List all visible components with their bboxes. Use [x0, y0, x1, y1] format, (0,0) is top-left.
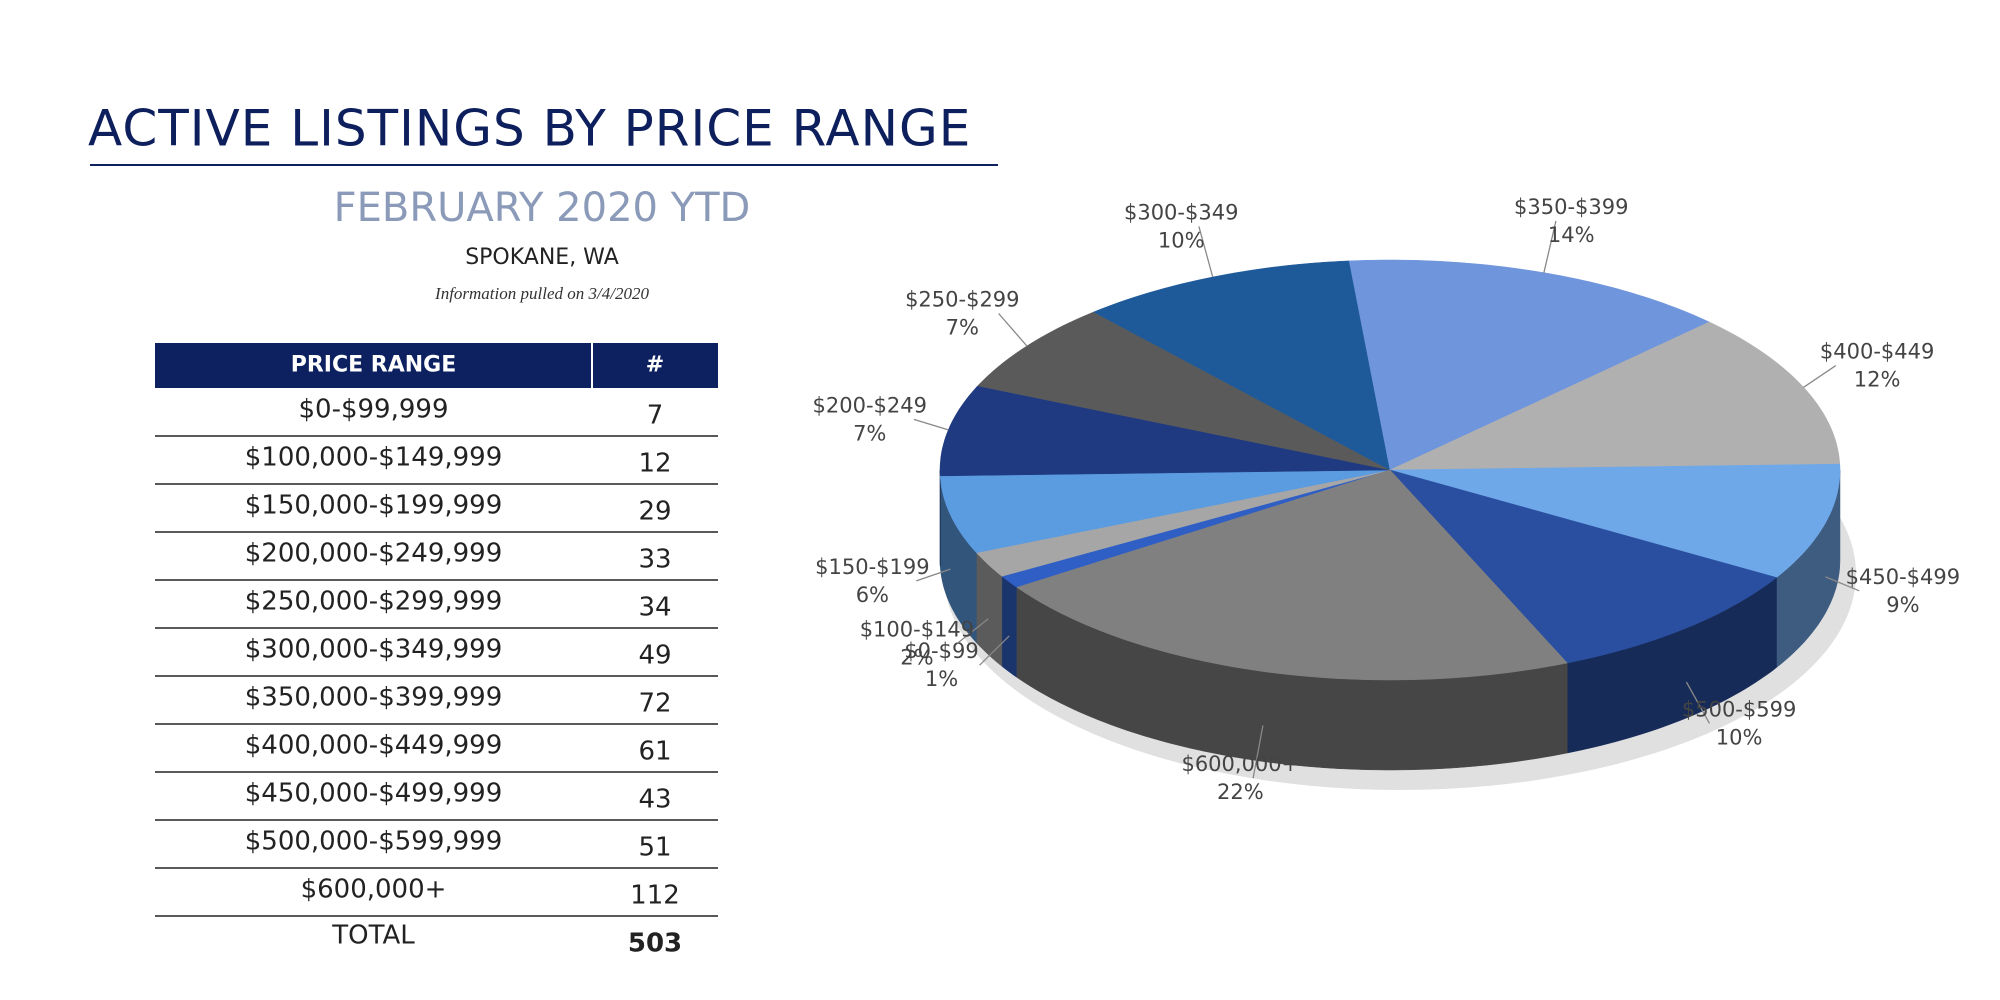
price-range: $350,000-$399,999 — [245, 683, 503, 713]
pie-slice — [975, 469, 1391, 577]
table: PRICE RANGE # $0-$99,999 7 $100,000-$149,999… — [155, 343, 718, 959]
price-range: $400,000-$449,999 — [245, 731, 503, 761]
pie-slice — [1389, 469, 1778, 664]
slice-percent: 2% — [900, 645, 933, 669]
count: 43 — [638, 785, 671, 815]
total-count: 503 — [628, 929, 682, 959]
slice-label: $100-$149 — [860, 617, 974, 641]
count: 61 — [638, 737, 671, 767]
count: 49 — [638, 641, 671, 671]
slice-label: $400-$449 — [1820, 340, 1934, 364]
leader-line — [1803, 365, 1837, 388]
price-range: $0-$99,999 — [299, 395, 449, 425]
leader-line — [916, 568, 951, 582]
slice-label: $500-$599 — [1682, 697, 1796, 721]
price-range: $150,000-$199,999 — [245, 491, 503, 521]
leader-line — [1198, 226, 1214, 278]
slice-label: $350-$399 — [1514, 195, 1628, 219]
price-range: $500,000-$599,999 — [245, 827, 503, 857]
slice-label: $300-$349 — [1124, 200, 1238, 224]
total-label: TOTAL — [331, 921, 415, 951]
leader-line — [1252, 725, 1264, 779]
location: SPOKANE, WA — [465, 245, 619, 270]
table-header-bg — [155, 343, 718, 388]
column-header: PRICE RANGE — [291, 353, 457, 378]
slice-label: $200-$249 — [813, 393, 927, 417]
leader-line — [956, 618, 989, 645]
count: 51 — [638, 833, 671, 863]
count: 34 — [638, 593, 671, 623]
slice-percent: 7% — [946, 315, 979, 339]
slice-percent: 14% — [1548, 223, 1595, 247]
leader-line — [1543, 220, 1557, 273]
pie-slice-side — [1001, 575, 1018, 678]
slice-label: $0-$99 — [904, 639, 978, 663]
count: 72 — [638, 689, 671, 719]
count: 29 — [638, 497, 671, 527]
slice-label: $150-$199 — [815, 555, 929, 579]
leader-line — [913, 418, 949, 431]
count: 112 — [630, 881, 680, 911]
slice-percent: 10% — [1158, 228, 1205, 252]
price-range: $250,000-$299,999 — [245, 587, 503, 617]
leader-line — [1685, 681, 1711, 724]
slice-label: $250-$299 — [905, 287, 1019, 311]
slice-percent: 12% — [1854, 368, 1901, 392]
price-range: $300,000-$349,999 — [245, 635, 503, 665]
leader-line — [998, 313, 1028, 347]
count: 12 — [638, 449, 671, 479]
slice-percent: 10% — [1716, 725, 1763, 749]
note: Information pulled on 3/4/2020 — [434, 284, 649, 303]
pie-chart: $0-$99 1% $100-$149 2% $150-$199 6% $200-$249 7… — [813, 195, 1961, 804]
slice-label: $450-$499 — [1846, 565, 1960, 589]
title: ACTIVE LISTINGS BY PRICE RANGE — [88, 100, 971, 158]
pie-slice — [939, 469, 1391, 553]
slice-percent: 22% — [1217, 780, 1264, 804]
price-range: $450,000-$499,999 — [245, 779, 503, 809]
slice-percent: 7% — [853, 421, 886, 445]
slice-percent: 6% — [856, 583, 889, 607]
pie-slice — [1016, 469, 1568, 681]
slice-label: $600,000+ — [1181, 752, 1299, 776]
slice-percent: 1% — [925, 667, 958, 691]
subtitle: FEBRUARY 2020 YTD — [334, 185, 751, 231]
column-header: # — [646, 353, 664, 378]
count: 7 — [647, 401, 664, 431]
count: 33 — [638, 545, 671, 575]
slice-percent: 9% — [1886, 593, 1919, 617]
leader-line — [979, 635, 1010, 666]
price-range: $600,000+ — [301, 875, 447, 905]
price-range: $100,000-$149,999 — [245, 443, 503, 473]
leader-line — [1825, 576, 1860, 592]
price-range: $200,000-$249,999 — [245, 539, 503, 569]
pie-slice — [1389, 463, 1841, 578]
